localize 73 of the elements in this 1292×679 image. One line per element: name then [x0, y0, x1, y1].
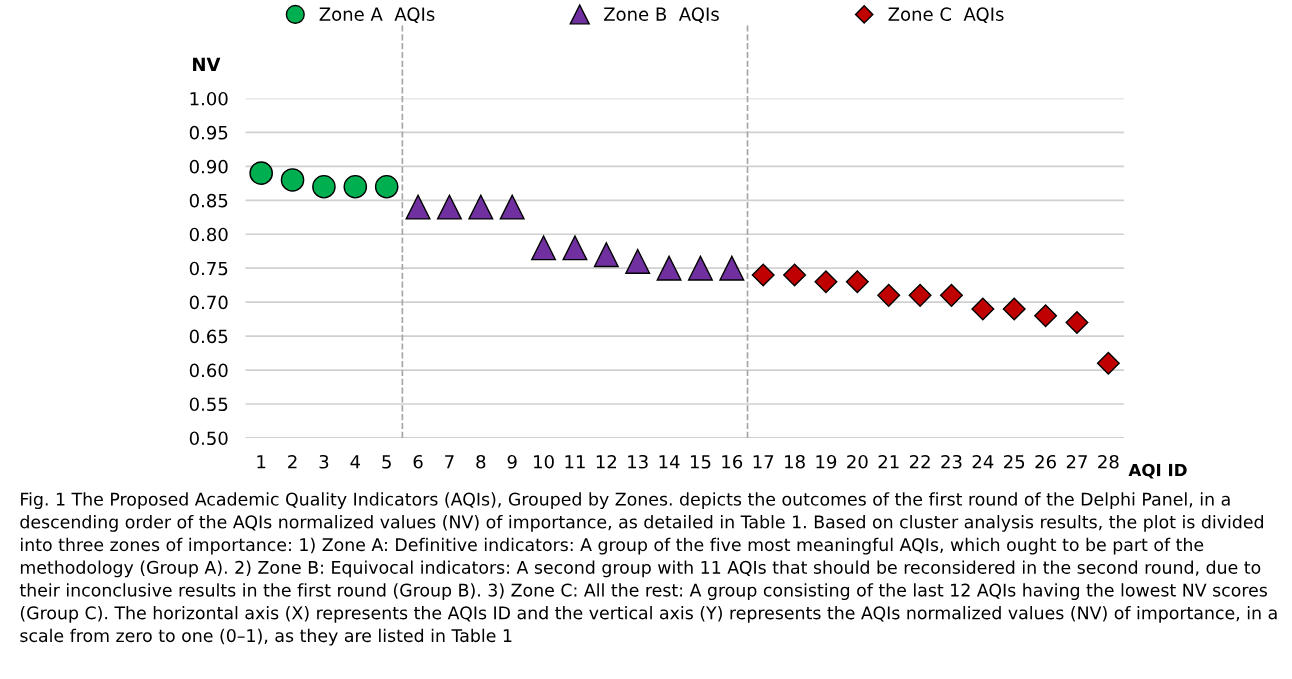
x-tick-label: 7 — [445, 455, 454, 469]
point — [719, 255, 745, 281]
x-tick-label: 15 — [690, 455, 711, 469]
x-tick-label: 9 — [507, 454, 517, 469]
point — [436, 194, 462, 220]
y-tick-label: 1.00 — [190, 91, 228, 106]
y-tick-label: 0.65 — [189, 329, 228, 344]
x-tick-label: 21 — [878, 454, 899, 469]
x-axis-title: AQI ID — [1128, 463, 1187, 479]
y-axis-title: NV — [193, 57, 221, 71]
x-tick-label: 8 — [476, 454, 486, 469]
point — [343, 174, 368, 199]
point — [971, 297, 995, 321]
point — [845, 270, 869, 294]
point — [1065, 311, 1089, 335]
point — [625, 248, 651, 274]
point — [908, 283, 932, 307]
x-tick-label: 14 — [659, 455, 680, 469]
y-tick-label: 0.85 — [189, 193, 228, 208]
x-tick-label: 25 — [1004, 454, 1025, 469]
x-tick-label: 17 — [753, 455, 774, 469]
point — [562, 235, 588, 261]
y-tick-label: 0.70 — [189, 295, 228, 310]
x-tick-label: 24 — [972, 454, 994, 469]
point — [814, 270, 838, 294]
x-tick-label: 12 — [596, 454, 616, 469]
point — [939, 283, 963, 307]
point — [687, 255, 713, 281]
y-tick-label: 0.55 — [189, 397, 228, 412]
y-tick-label: 0.50 — [189, 431, 228, 446]
x-tick-label: 26 — [1035, 454, 1056, 469]
point — [1002, 297, 1026, 321]
point — [374, 174, 399, 199]
point — [280, 168, 305, 192]
caption: Fig. 1 The Proposed Academic Quality Indicators (AQIs), Grouped by Zones. depicts the outcomes of the first round of the Delphi Panel, in a descending order of the AQIs normalized values (NV) of importance, as detailed in Table 1. Based on cluster analysis results, the plot is divided into three zones of importance: 1) Zone A: Definitive indicators: A group of the five most meaningful AQIs, which ought to be part of the methodology (Group A). 2) Zone B: Equivocal indicators: A second group with 11 AQIs that should be reconsidered in the second round, due to their inconclusive results in the first round (Group B). 3) Zone C: All the rest: A group consisting of the last 12 AQIs having the lowest NV scores (Group C). The horizontal axis (X) represents the AQIs ID and the vertical axis (Y) represents the AQIs normalized values (NV) of importance, in a scale from zero to one (0–1), as they are listed in Table 1 — [19, 492, 1277, 646]
point — [751, 263, 775, 287]
x-tick-label: 28 — [1098, 454, 1119, 469]
x-tick-label: 10 — [534, 454, 554, 469]
x-tick-label: 23 — [941, 454, 962, 469]
x-tick-label: 16 — [722, 454, 743, 469]
legend-label: Zone B AQIs — [604, 7, 719, 24]
point — [312, 174, 336, 199]
y-tick-label: 0.75 — [189, 261, 228, 276]
x-tick-label: 1 — [257, 455, 266, 469]
y-tick-label: 0.90 — [189, 159, 228, 174]
x-tick-label: 13 — [628, 454, 648, 469]
point — [468, 194, 494, 220]
point — [499, 194, 525, 220]
point — [1034, 304, 1058, 328]
point — [249, 161, 273, 185]
x-tick-label: 18 — [785, 454, 805, 469]
point — [1096, 351, 1120, 375]
x-tick-label: 11 — [565, 455, 585, 469]
x-tick-label: 4 — [350, 455, 361, 469]
x-tick-label: 5 — [382, 455, 391, 469]
x-tick-label: 22 — [909, 454, 930, 469]
x-tick-label: 20 — [847, 454, 868, 469]
y-tick-label: 0.80 — [189, 227, 228, 242]
y-tick-label: 0.95 — [189, 125, 228, 140]
x-tick-label: 19 — [816, 454, 837, 469]
x-tick-label: 2 — [288, 454, 297, 469]
point — [783, 263, 807, 287]
point — [531, 235, 557, 261]
point — [877, 283, 901, 307]
x-tick-label: 6 — [413, 454, 423, 469]
legend-label: Zone A AQIs — [319, 7, 435, 24]
point — [405, 194, 431, 220]
legend-label: Zone C AQIs — [888, 7, 1004, 24]
x-tick-label: 27 — [1066, 454, 1087, 469]
point — [656, 255, 682, 281]
y-tick-label: 0.60 — [189, 363, 228, 378]
point — [593, 242, 619, 268]
x-tick-label: 3 — [319, 454, 329, 469]
